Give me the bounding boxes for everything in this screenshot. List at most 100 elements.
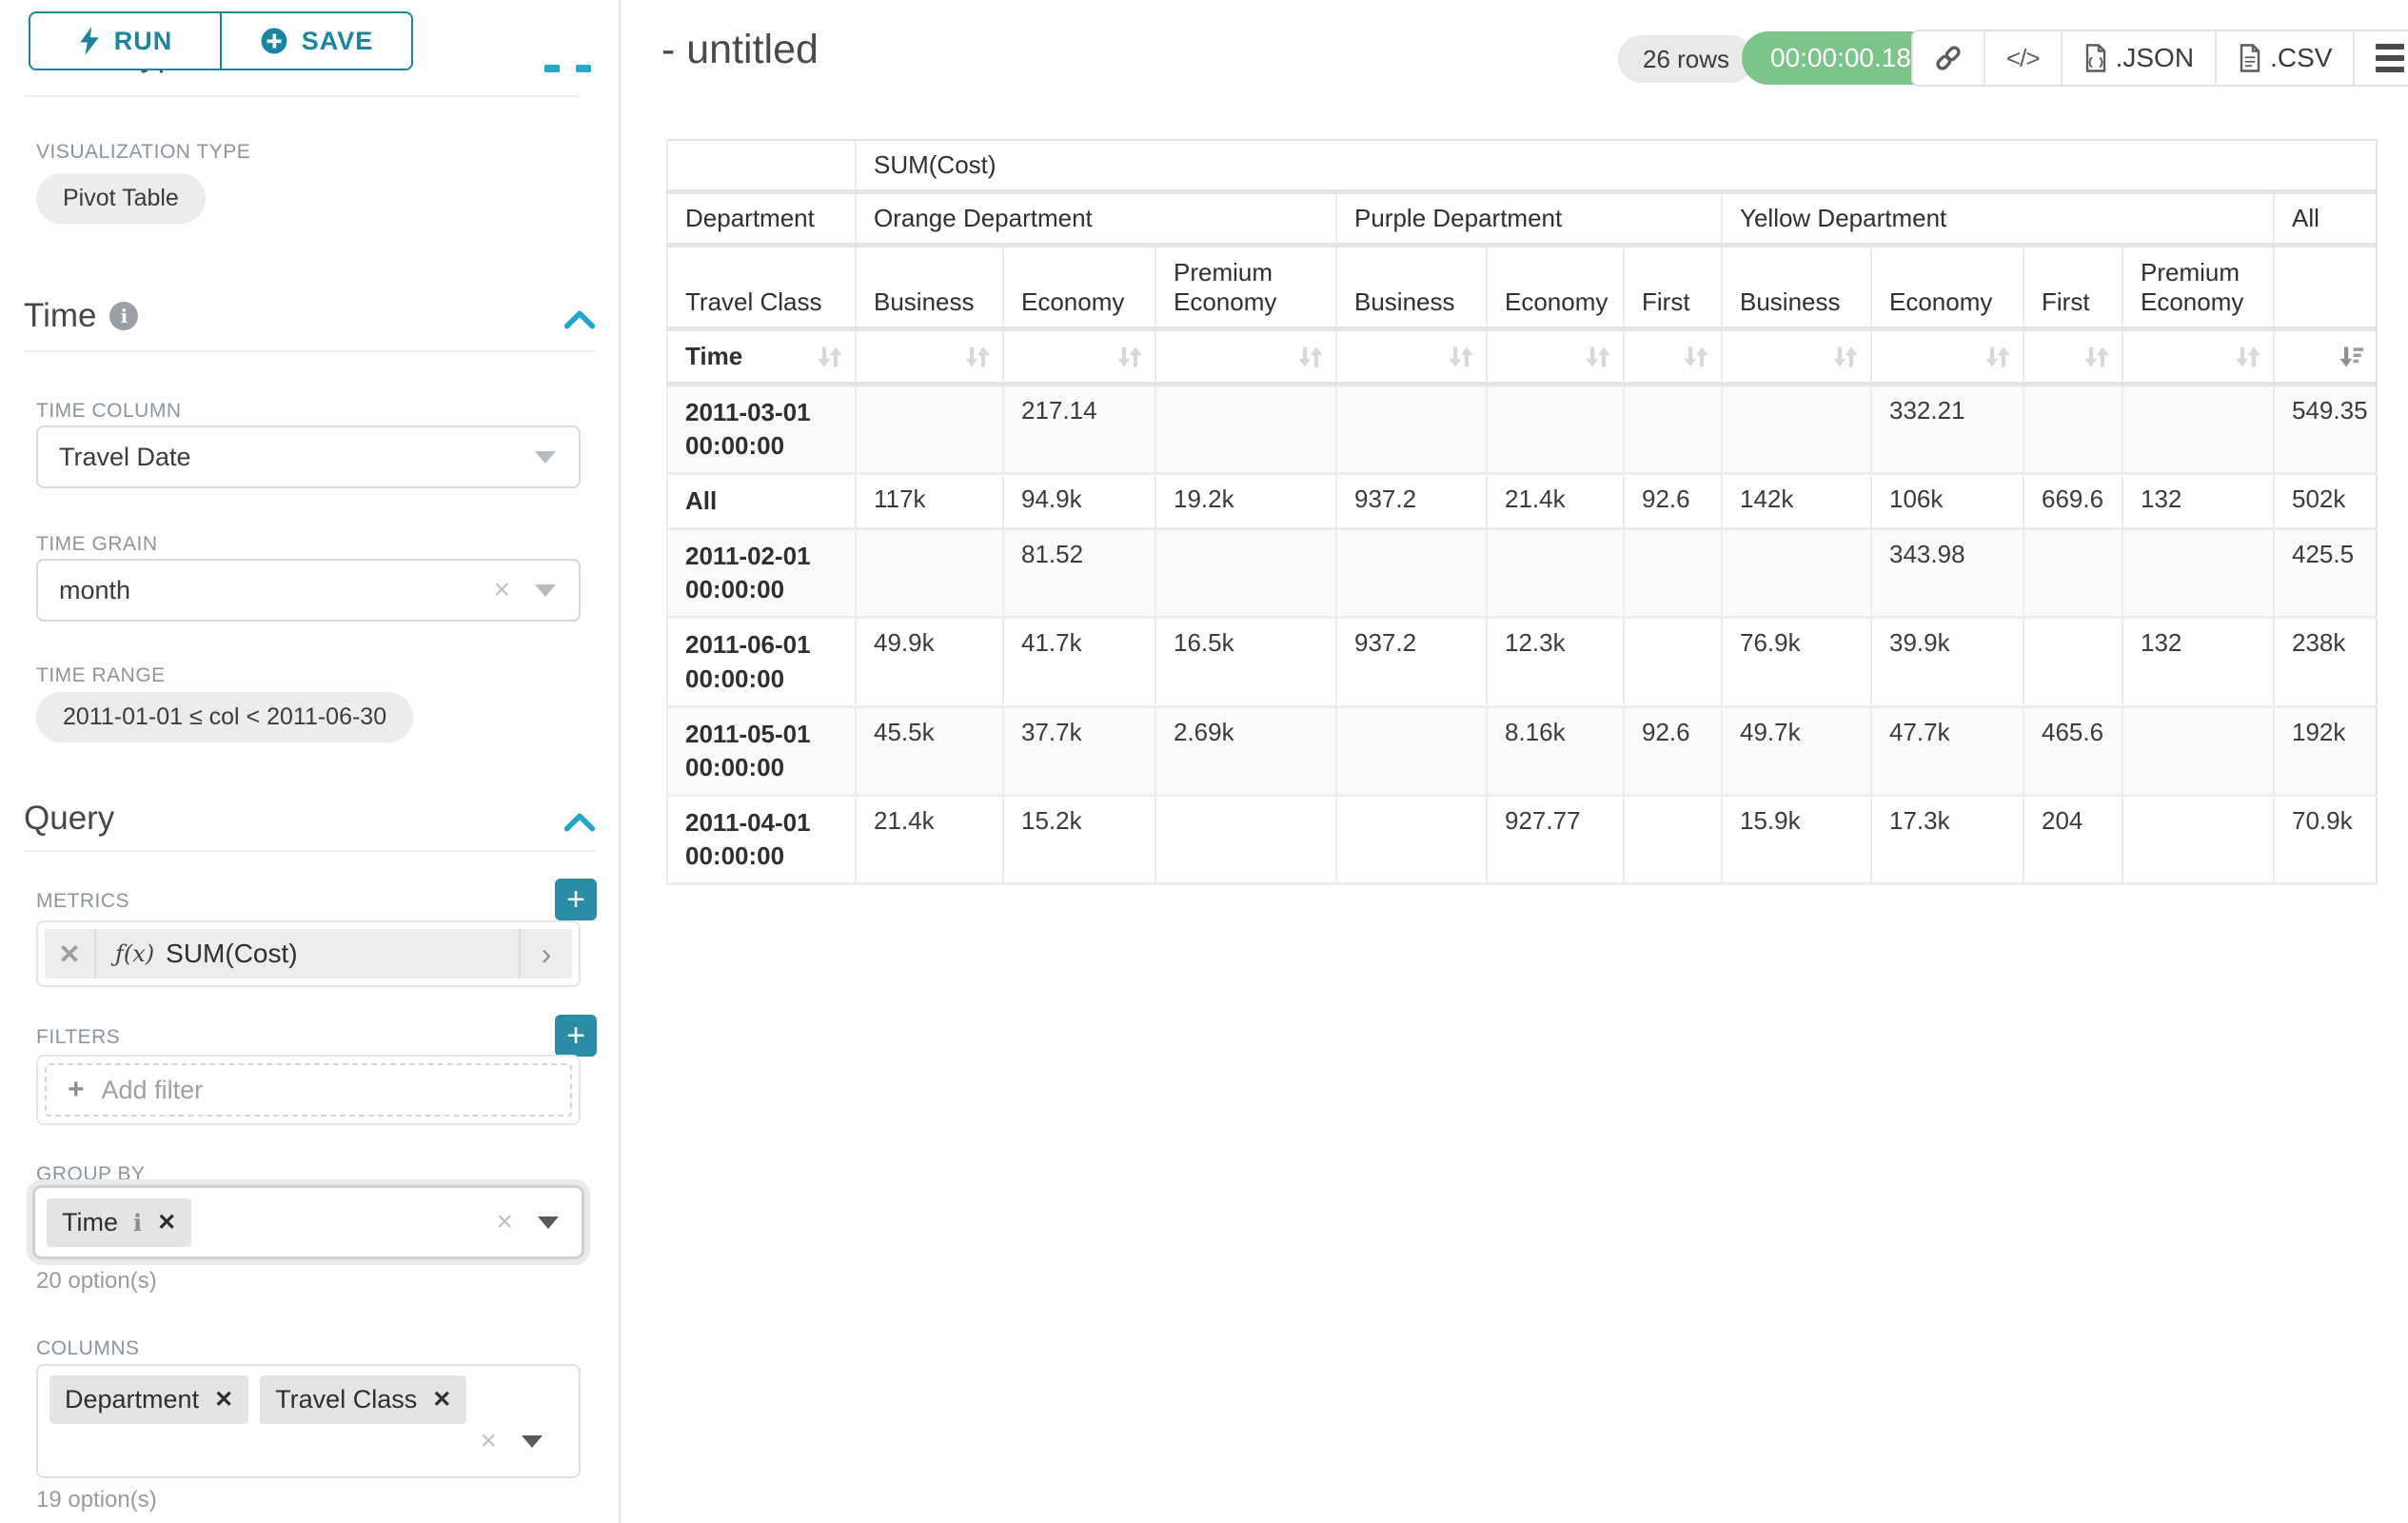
sort-header[interactable] (2272, 328, 2378, 386)
query-section-header[interactable]: Query (24, 800, 114, 838)
metrics-label: METRICS (36, 890, 129, 912)
sort-arrows-icon[interactable] (1832, 344, 1859, 370)
column-header: Premium Economy (2122, 245, 2274, 331)
value-cell: 204 (2023, 795, 2122, 886)
time-column-select[interactable]: Travel Date (36, 425, 581, 488)
add-metric-button[interactable]: + (555, 879, 597, 920)
sort-arrows-icon[interactable] (1448, 344, 1474, 370)
value-cell: 425.5 (2272, 528, 2378, 620)
fx-icon: ƒ(x) (115, 940, 155, 967)
time-section-header[interactable]: Time i (24, 297, 139, 335)
value-cell: 106k (1870, 473, 2023, 531)
visualization-type-label: VISUALIZATION TYPE (36, 141, 251, 163)
caret-down-icon (522, 1434, 543, 1448)
clipped-panel-icon (576, 65, 591, 72)
group-by-tag-time[interactable]: Time i ✕ (47, 1197, 192, 1247)
time-range-pill[interactable]: 2011-01-01 ≤ col < 2011-06-30 (36, 692, 414, 742)
export-json-button[interactable]: .JSON (2060, 31, 2215, 85)
sort-arrows-icon[interactable] (964, 344, 991, 370)
row-header: 2011-02-01 00:00:00 (666, 528, 856, 620)
table-row: 2011-05-01 00:00:00 45.5k 37.7k 2.69k 8.16k 9… (666, 706, 2378, 797)
remove-metric-icon[interactable]: ✕ (45, 929, 96, 979)
caret-down-icon (535, 583, 556, 597)
chart-title[interactable]: - untitled (661, 27, 819, 72)
sort-arrows-icon[interactable] (2083, 344, 2110, 370)
sort-header[interactable] (1155, 328, 1336, 386)
clear-icon[interactable]: × (480, 1425, 497, 1456)
plus-circle-icon (261, 28, 287, 54)
chart-menu-button[interactable] (2353, 31, 2408, 85)
export-csv-label: .CSV (2270, 43, 2333, 72)
column-group-header: Purple Department (1335, 191, 1722, 247)
save-button-label: SAVE (301, 26, 374, 55)
save-button[interactable]: SAVE (222, 13, 411, 69)
add-filter-dropzone[interactable]: + Add filter (45, 1063, 572, 1117)
run-button[interactable]: RUN (30, 13, 222, 69)
remove-tag-icon[interactable]: ✕ (157, 1209, 177, 1236)
table-row: 2011-02-01 00:00:00 81.52 343.98 425.5 (666, 528, 2378, 620)
sort-header[interactable] (2122, 328, 2274, 386)
value-cell: 17.3k (1870, 795, 2023, 886)
sort-header[interactable] (1335, 328, 1487, 386)
sort-header[interactable] (1623, 328, 1722, 386)
value-cell: 142k (1721, 473, 1871, 531)
sort-arrows-icon[interactable] (1116, 344, 1143, 370)
chevron-right-icon[interactable]: › (519, 929, 572, 979)
column-info-icon: i (133, 1208, 143, 1236)
sort-arrows-icon[interactable] (1683, 344, 1709, 370)
value-cell (1155, 528, 1336, 620)
sort-header[interactable] (855, 328, 1003, 386)
value-cell (2122, 528, 2274, 620)
row-count-badge: 26 rows (1618, 35, 1755, 83)
sort-arrows-icon[interactable] (1984, 344, 2011, 370)
value-cell: 217.14 (1002, 384, 1155, 476)
caret-down-icon (538, 1216, 559, 1229)
sort-header[interactable] (1002, 328, 1155, 386)
clear-icon[interactable]: × (496, 1206, 513, 1237)
sort-arrows-icon[interactable] (1585, 344, 1611, 370)
chevron-up-icon[interactable] (563, 310, 596, 329)
sort-arrows-icon[interactable] (2235, 344, 2261, 370)
clear-icon[interactable]: × (493, 574, 510, 605)
sort-header[interactable] (2023, 328, 2122, 386)
control-panel: Chart Type RUN SAVE VISUALIZATION TYPE P… (0, 0, 621, 1523)
value-cell (2023, 528, 2122, 620)
info-icon: i (109, 302, 139, 330)
value-cell: 92.6 (1623, 706, 1722, 797)
value-cell: 549.35 (2272, 384, 2378, 476)
export-csv-button[interactable]: .CSV (2215, 31, 2353, 85)
sort-header[interactable] (1486, 328, 1624, 386)
sort-header[interactable] (1870, 328, 2023, 386)
sort-header[interactable] (1721, 328, 1871, 386)
embed-code-button[interactable]: </> (1984, 31, 2061, 85)
columns-select[interactable]: Department ✕ Travel Class ✕ × (36, 1364, 581, 1478)
row-header: 2011-04-01 00:00:00 (666, 795, 856, 886)
row-dim-header[interactable]: Time (666, 328, 856, 386)
copy-link-button[interactable] (1913, 31, 1984, 85)
columns-tag-department[interactable]: Department ✕ (49, 1375, 249, 1424)
sort-arrows-icon[interactable] (1297, 344, 1324, 370)
columns-tag-travel-class[interactable]: Travel Class ✕ (260, 1375, 467, 1424)
columns-options-hint: 19 option(s) (36, 1487, 157, 1513)
columns-label: COLUMNS (36, 1337, 140, 1359)
sort-arrows-icon[interactable] (817, 344, 843, 370)
group-by-select[interactable]: Time i ✕ × (32, 1185, 584, 1259)
add-filter-button[interactable]: + (555, 1015, 597, 1057)
metric-item[interactable]: ✕ ƒ(x) SUM(Cost) › (45, 929, 572, 979)
chevron-up-icon[interactable] (563, 813, 596, 832)
value-cell: 15.9k (1721, 795, 1871, 886)
remove-tag-icon[interactable]: ✕ (214, 1387, 234, 1413)
time-grain-select[interactable]: month × (36, 559, 581, 622)
run-button-label: RUN (113, 26, 173, 55)
value-cell: 19.2k (1155, 473, 1336, 531)
visualization-type-pill[interactable]: Pivot Table (36, 173, 206, 224)
value-cell: 70.9k (2272, 795, 2378, 886)
column-header: Economy (1486, 245, 1624, 331)
value-cell: 47.7k (1870, 706, 2023, 797)
sort-descending-icon[interactable] (2338, 344, 2364, 370)
file-json-icon (2085, 44, 2105, 72)
remove-tag-icon[interactable]: ✕ (432, 1387, 452, 1413)
value-cell: 937.2 (1335, 617, 1487, 708)
column-group-header: All (2272, 191, 2378, 247)
row-header: 2011-05-01 00:00:00 (666, 706, 856, 797)
